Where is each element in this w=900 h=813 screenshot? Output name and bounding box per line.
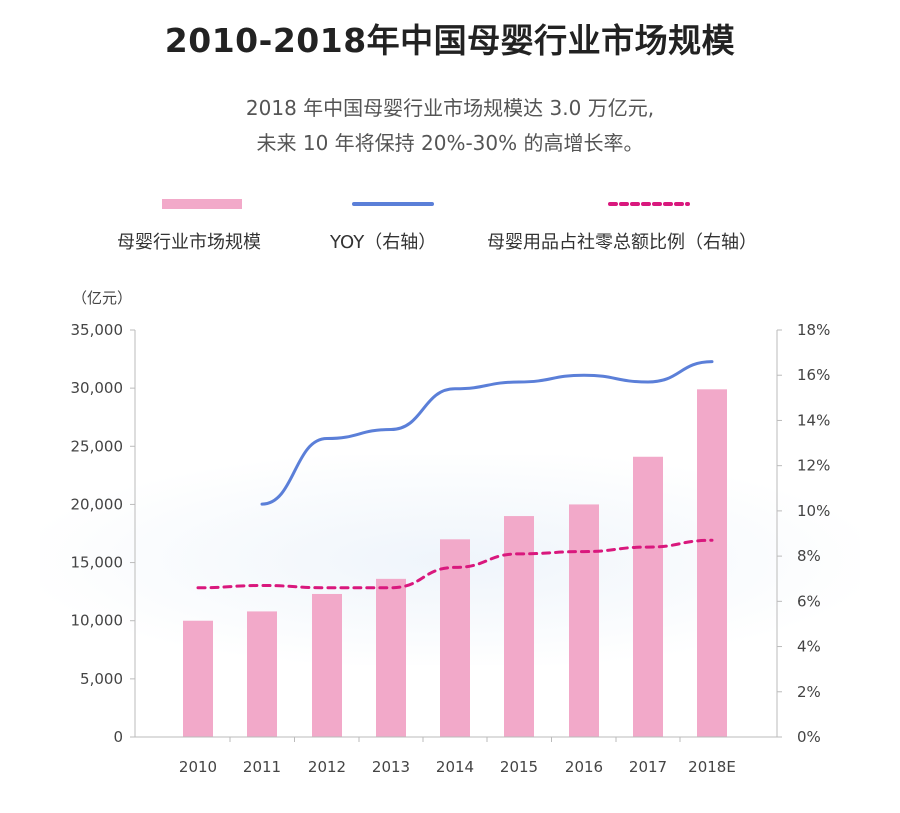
x-tick-label: 2015 [500,758,538,776]
bar-2012 [312,593,342,737]
ratio-line [196,538,714,590]
left-tick-label: 10,000 [71,612,124,630]
x-tick-label: 2017 [629,758,667,776]
left-axis-unit: （亿元） [72,289,132,307]
bar-2011 [247,611,277,737]
left-tick-label: 20,000 [71,495,124,513]
chart-title: 2010-2018年中国母婴行业市场规模 [164,21,736,60]
right-tick-label: 2% [797,683,821,701]
line-series [196,360,714,590]
x-tick-label: 2016 [565,758,603,776]
bar-2018E [697,389,727,737]
legend-ratio-label: 母婴用品占社零总额比例（右轴） [487,232,757,253]
right-axis-ticks: 0% 2% 4% 6% 8% 10% 12% 14% 16% 18% [777,321,830,746]
legend-bar-swatch [162,199,242,209]
right-tick-label: 0% [797,728,821,746]
x-tick-label: 2014 [436,758,474,776]
left-axis-ticks: 0 5,000 10,000 15,000 20,000 25,000 30,000 35,0… [71,321,135,746]
x-axis-ticks: 2010 2011 2012 2013 2014 2015 2016 2017 2018E [179,737,736,776]
right-tick-label: 14% [797,411,830,429]
bar-2015 [504,516,534,737]
axes [134,330,778,738]
bar-2016 [569,504,599,737]
legend-ratio-swatch [608,202,690,206]
right-tick-label: 16% [797,366,830,384]
left-tick-label: 5,000 [80,670,123,688]
bar-2017 [633,456,663,737]
legend-bar-label: 母婴行业市场规模 [117,232,261,253]
subtitle-line-1: 2018 年中国母婴行业市场规模达 3.0 万亿元, [245,96,655,120]
right-tick-label: 8% [797,547,821,565]
right-tick-label: 4% [797,638,821,656]
legend-yoy-label: YOY（右轴） [330,232,437,253]
x-tick-label: 2011 [243,758,281,776]
x-tick-label: 2018E [688,758,736,776]
x-tick-label: 2012 [308,758,346,776]
right-tick-label: 12% [797,457,830,475]
x-tick-label: 2013 [372,758,410,776]
right-tick-label: 6% [797,592,821,610]
bar-2014 [440,539,470,737]
left-tick-label: 0 [113,728,123,746]
left-tick-label: 30,000 [71,379,124,397]
right-tick-label: 10% [797,502,830,520]
yoy-line [260,360,714,506]
bar-2010 [183,620,213,737]
bar-series [183,389,727,737]
x-tick-label: 2010 [179,758,217,776]
left-tick-label: 35,000 [71,321,124,339]
right-tick-label: 18% [797,321,830,339]
bar-2013 [376,578,406,737]
left-tick-label: 15,000 [71,554,124,572]
legend-yoy-swatch [352,202,434,206]
left-tick-label: 25,000 [71,437,124,455]
subtitle-line-2: 未来 10 年将保持 20%-30% 的高增长率。 [256,131,644,155]
